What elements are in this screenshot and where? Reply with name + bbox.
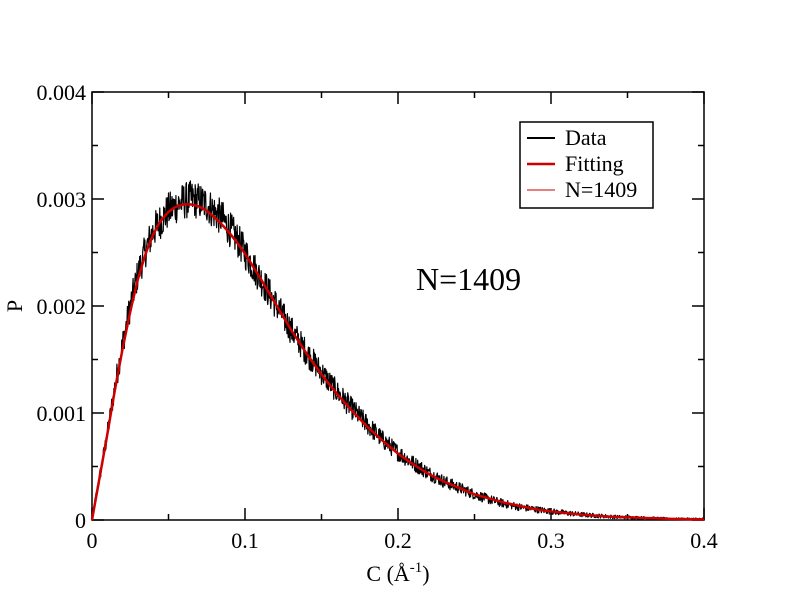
legend: Data Fitting N=1409 [519, 121, 654, 209]
y-tick-label: 0.003 [37, 187, 87, 212]
x-axis-label-superscript: -1 [410, 560, 423, 576]
y-tick-label: 0.002 [37, 294, 87, 319]
tick-labels: 0 0.1 0.2 0.3 0.4 0 0.001 0.002 0.003 0.004 [37, 80, 718, 553]
series-line-data [91, 180, 705, 521]
x-tick-label: 0 [87, 528, 98, 553]
x-axis-label-close: ) [422, 561, 429, 586]
annotation-text: N=1409 [416, 261, 521, 297]
legend-label-data: Data [565, 125, 607, 150]
series-line-n-1409 [91, 203, 705, 521]
y-tick-label: 0 [75, 508, 86, 533]
axis-ticks [91, 91, 705, 521]
y-axis-label: P [2, 300, 27, 312]
series-layer [90, 180, 705, 521]
legend-label-fitting: Fitting [565, 151, 624, 176]
y-tick-label: 0.004 [37, 80, 87, 105]
x-tick-label: 0.2 [384, 528, 412, 553]
x-tick-label: 0.1 [231, 528, 259, 553]
legend-label-n1409: N=1409 [565, 177, 637, 202]
y-tick-label: 0.001 [37, 401, 87, 426]
series-line-fitting [90, 203, 705, 521]
x-axis-label-main: C (Å [366, 561, 410, 586]
x-axis-label: C (Å-1) [366, 560, 429, 586]
x-tick-label: 0.3 [537, 528, 565, 553]
x-tick-label: 0.4 [690, 528, 718, 553]
